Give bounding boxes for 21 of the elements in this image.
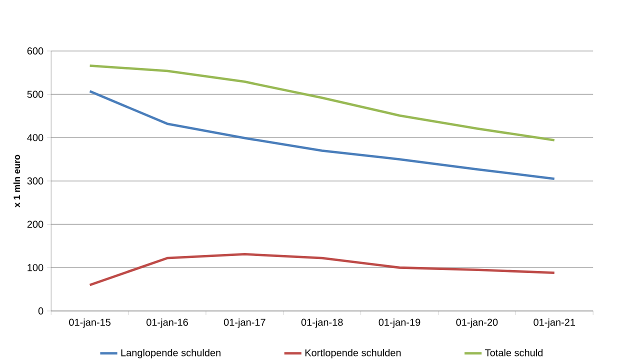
legend-label: Langlopende schulden (121, 349, 220, 358)
y-tick-label: 0 (38, 308, 44, 315)
line-series (88, 90, 556, 180)
line-series (88, 64, 556, 142)
x-tick-label: 01-jan-15 (69, 318, 111, 328)
y-axis-title: x 1 mln euro (13, 154, 20, 208)
x-tick-label: 01-jan-19 (378, 318, 420, 328)
legend-label: Kortlopende schulden (305, 349, 401, 358)
x-tick-label: 01-jan-16 (146, 318, 188, 328)
y-tick-label: 300 (27, 178, 44, 185)
line-series (88, 253, 556, 286)
legend-label: Totale schuld (485, 349, 543, 356)
y-tick-label: 400 (27, 134, 44, 142)
x-tick-label: 01-jan-18 (301, 318, 343, 328)
y-tick-label: 600 (27, 48, 44, 55)
y-tick-label: 500 (27, 90, 44, 98)
x-tick-label: 01-jan-20 (456, 318, 498, 328)
x-tick-label: 01-jan-21 (534, 318, 576, 328)
x-tick-label: 01-jan-17 (224, 318, 266, 328)
y-tick-label: 100 (28, 264, 44, 272)
y-tick-label: 200 (27, 220, 44, 228)
